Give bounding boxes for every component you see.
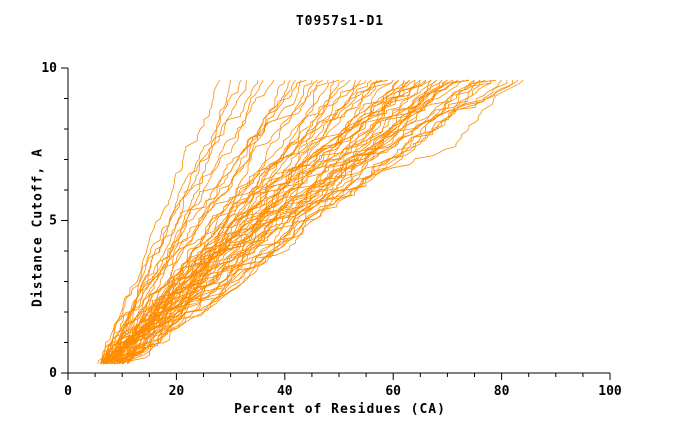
svg-text:10: 10 — [41, 61, 57, 76]
svg-text:20: 20 — [169, 384, 185, 399]
svg-text:60: 60 — [385, 384, 401, 399]
svg-text:40: 40 — [277, 384, 293, 399]
svg-text:0: 0 — [49, 366, 57, 381]
svg-text:80: 80 — [494, 384, 510, 399]
svg-text:0: 0 — [64, 384, 72, 399]
x-axis-label: Percent of Residues (CA) — [234, 402, 446, 417]
chart-title: T0957s1-D1 — [295, 14, 385, 29]
svg-text:5: 5 — [49, 214, 57, 229]
svg-text:100: 100 — [598, 384, 622, 399]
